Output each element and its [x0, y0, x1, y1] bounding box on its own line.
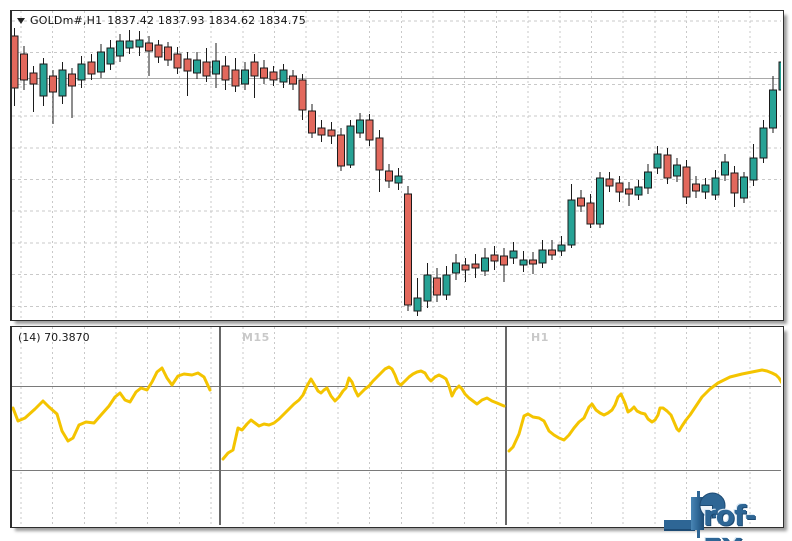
candlestick-chart[interactable] — [12, 11, 781, 318]
chart-ohlc-values: 1837.42 1837.93 1834.62 1834.75 — [107, 14, 306, 27]
indicator-window[interactable]: (14) 70.3870 M15 H1 — [10, 326, 784, 528]
logo-candle-base-icon — [664, 520, 695, 531]
logo-wordmark: rof-FX — [703, 499, 756, 541]
collapse-arrow-icon[interactable] — [17, 17, 25, 24]
logo-pie-chart-icon — [699, 492, 726, 519]
price-chart-window[interactable]: GOLDm#,H1 1837.42 1837.93 1834.62 1834.7… — [10, 10, 784, 321]
prof-fx-logo: rof-FX — [664, 491, 792, 541]
indicator-panel-label-m15: M15 — [242, 331, 270, 344]
rsi-multi-timeframe-chart[interactable] — [12, 327, 781, 525]
indicator-label: (14) 70.3870 — [18, 331, 90, 344]
chart-title-row: GOLDm#,H1 1837.42 1837.93 1834.62 1834.7… — [17, 14, 306, 27]
chart-symbol-period: GOLDm#,H1 — [30, 14, 103, 27]
indicator-panel-label-h1: H1 — [531, 331, 549, 344]
